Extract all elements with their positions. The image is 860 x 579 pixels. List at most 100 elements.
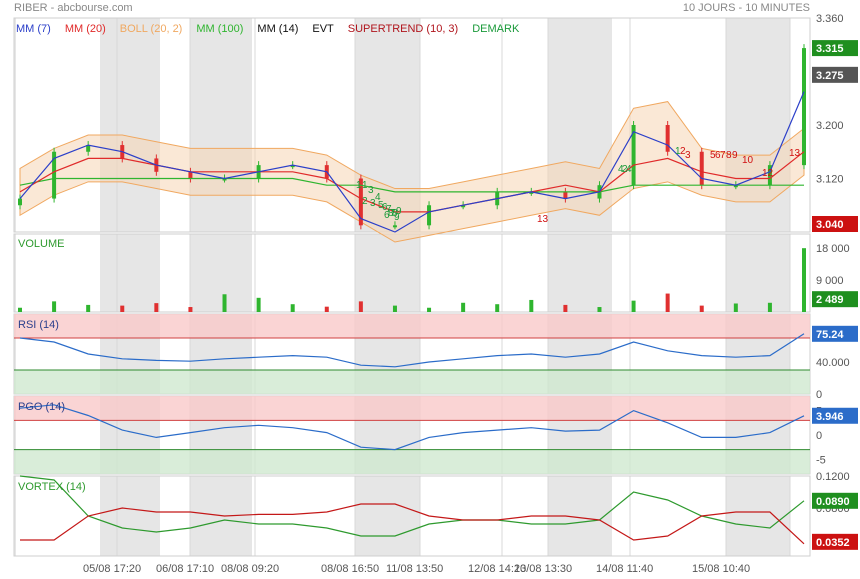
candle-body (427, 205, 432, 226)
rsi-tag: 75.24 (816, 329, 844, 341)
pgo-tick: -5 (816, 454, 826, 466)
x-axis-label: 08/08 09:20 (221, 563, 279, 575)
demark-label: 10 (742, 155, 754, 166)
legend-item: MM (7) (16, 23, 51, 35)
legend-item: DEMARK (472, 23, 520, 35)
vortex-minus-tag: 0.0352 (816, 537, 850, 549)
legend-item: SUPERTREND (10, 3) (348, 23, 458, 35)
volume-bar (154, 303, 159, 312)
demark-label: 4 (375, 192, 381, 203)
price-low-tag: 3.040 (816, 219, 844, 231)
candle-body (699, 151, 704, 186)
volume-bar (86, 304, 91, 312)
rsi-tick: 40.000 (816, 357, 850, 369)
volume-bar (529, 299, 534, 312)
x-axis-label: 15/08 10:40 (692, 563, 750, 575)
demark-label: 3 (370, 198, 376, 209)
mm20-line (19, 151, 805, 213)
candle-body (358, 178, 363, 226)
candle-body (290, 165, 295, 168)
legend-item: MM (20) (65, 23, 106, 35)
demark-label: 8 (726, 150, 732, 161)
x-axis-label: 05/08 17:20 (83, 563, 141, 575)
vortex-minus-line (20, 503, 805, 545)
session-shade (548, 234, 612, 312)
demark-label: 1 (362, 180, 368, 191)
vortex-plus-tag: 0.0890 (816, 496, 850, 508)
vortex-plus-line (19, 475, 805, 537)
rsi-overbought-band (14, 314, 810, 338)
session-shade (190, 234, 252, 312)
candle-body (188, 171, 193, 179)
volume-bar (256, 297, 261, 312)
rsi-tick: 0 (816, 389, 822, 401)
volume-bar (733, 303, 738, 312)
mm7-line (19, 91, 805, 233)
x-axis-label: 13/08 13:30 (514, 563, 572, 575)
candle-body (18, 198, 22, 206)
session-shade (100, 18, 160, 232)
pgo-tag-bg (812, 407, 858, 424)
demark-label: 5 (710, 150, 716, 161)
session-shade (14, 18, 16, 232)
demark-label: 9 (394, 212, 400, 223)
legend-item: MM (100) (196, 23, 243, 35)
volume-bar (120, 305, 125, 312)
volume-bar (290, 304, 295, 312)
volume-bar (563, 304, 568, 312)
demark-label: 13 (789, 148, 801, 159)
demark-label: 3 (368, 185, 374, 196)
demark-label: 6 (384, 210, 390, 221)
price-tick: 3.360 (816, 13, 844, 25)
session-shade (190, 18, 252, 232)
volume-tag: 2 489 (816, 294, 844, 306)
demark-label: 8 (392, 208, 398, 219)
demark-label: 1 (356, 180, 362, 191)
volume-bar (802, 248, 806, 312)
pgo-oversold-band (14, 449, 810, 474)
demark-label: 9 (396, 206, 402, 217)
demark-label: 7 (720, 150, 726, 161)
demark-label: 13 (537, 214, 549, 225)
volume-bar (18, 307, 22, 312)
price-low-tag-bg (812, 216, 858, 232)
volume-bar (188, 307, 193, 312)
candle-body (392, 225, 397, 228)
volume-bar (324, 306, 329, 312)
candle-body (52, 151, 57, 199)
legend-item: MM (14) (257, 23, 298, 35)
price-prev-tag: 3.275 (816, 70, 844, 82)
rsi-title: RSI (14) (18, 319, 59, 331)
vortex-tick: 0.1200 (816, 471, 850, 483)
x-axis-label: 14/08 11:40 (596, 563, 653, 575)
demark-label: 2 (362, 196, 368, 207)
candle-body (222, 178, 227, 181)
demark-label: 8 (388, 208, 394, 219)
mm100-line (19, 177, 804, 193)
demark-label: 12 (762, 168, 774, 179)
demark-label: 4 (626, 164, 632, 175)
volume-bar (222, 294, 227, 312)
rsi-oversold-band (14, 370, 810, 394)
volume-bar (665, 293, 670, 312)
demark-label: 6 (715, 150, 721, 161)
pgo-tag: 3.946 (816, 411, 844, 423)
volume-bar (597, 307, 602, 312)
candle-body (86, 145, 91, 152)
vortex-title: VORTEX (14) (18, 481, 86, 493)
session-shade (355, 476, 420, 556)
session-shade (100, 476, 160, 556)
vortex-plus-tag-bg (812, 492, 858, 509)
price-last-tag-bg (812, 40, 858, 57)
bollinger-band (19, 101, 805, 243)
volume-tag-bg (812, 291, 858, 308)
price-last-tag: 3.315 (816, 43, 844, 55)
volume-tick: 18 000 (816, 243, 850, 255)
candle-body (767, 165, 772, 186)
demark-label: 4 (618, 164, 624, 175)
session-shade (355, 234, 420, 312)
session-shade (14, 476, 16, 556)
volume-bar (495, 304, 500, 312)
volume-bar (699, 305, 704, 312)
